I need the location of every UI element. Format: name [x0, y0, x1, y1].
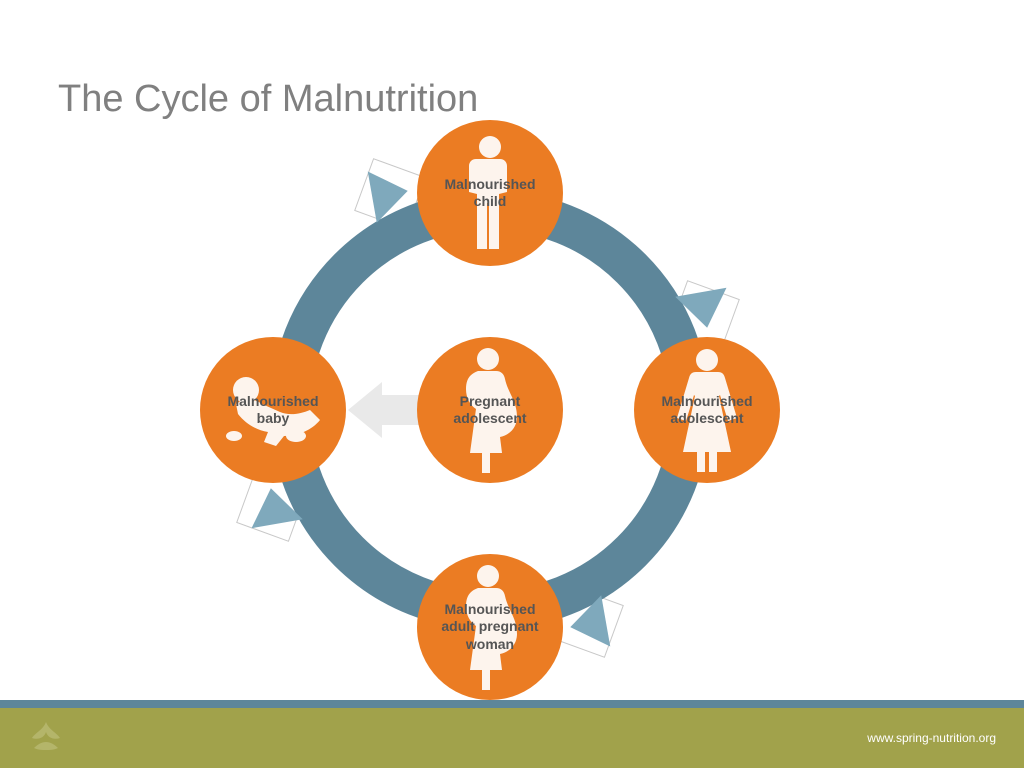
node-baby: Malnourishedbaby — [200, 337, 346, 483]
leaf-icon — [28, 720, 64, 757]
node-label: Pregnantadolescent — [453, 393, 526, 428]
footer: www.spring-nutrition.org — [0, 708, 1024, 768]
footer-url: www.spring-nutrition.org — [867, 731, 996, 745]
center-arrow-head — [348, 382, 382, 438]
footer-accent-bar — [0, 700, 1024, 708]
page-title: The Cycle of Malnutrition — [58, 78, 478, 121]
node-label: Malnourishedbaby — [227, 393, 318, 428]
node-pregnant-adolescent: Pregnantadolescent — [417, 337, 563, 483]
node-pregnant-adult: Malnourishedadult pregnantwoman — [417, 554, 563, 700]
node-label: Malnourishedadolescent — [661, 393, 752, 428]
node-label: Malnourishedadult pregnantwoman — [441, 601, 538, 654]
cycle-diagram: Malnourishedchild Malnourishedadolescent… — [210, 130, 770, 690]
node-adolescent: Malnourishedadolescent — [634, 337, 780, 483]
node-child: Malnourishedchild — [417, 120, 563, 266]
node-label: Malnourishedchild — [444, 176, 535, 211]
